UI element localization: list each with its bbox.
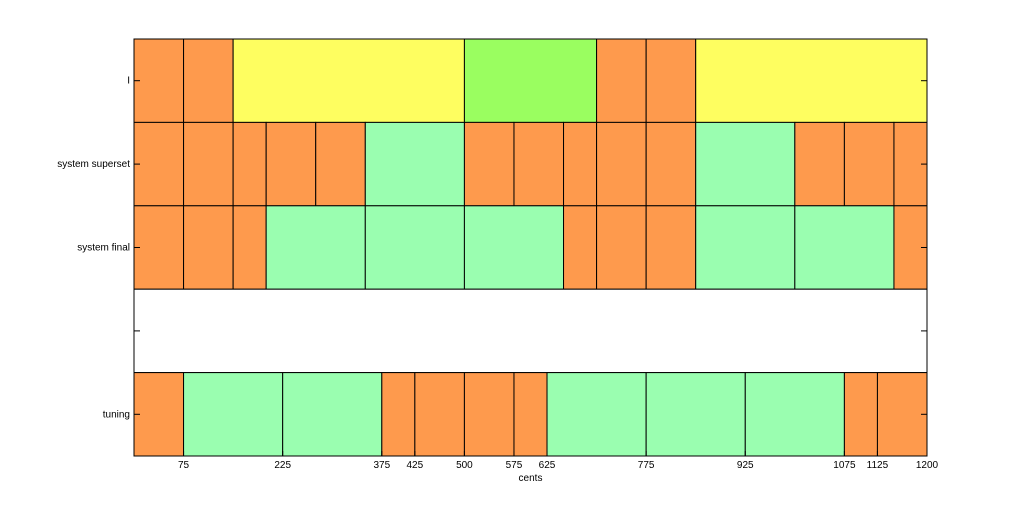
segment [843, 121, 895, 207]
segment [794, 121, 845, 207]
x-tick-label: 375 [373, 460, 390, 471]
segment [364, 205, 465, 290]
segment [463, 205, 565, 290]
x-tick-label: 1125 [867, 460, 889, 471]
segment [596, 205, 647, 290]
segment [414, 372, 465, 457]
segment [133, 288, 928, 374]
segment [133, 205, 185, 290]
x-tick-label: 1075 [833, 460, 856, 471]
segment [513, 372, 548, 457]
segment [596, 121, 647, 207]
segment [645, 121, 697, 207]
segment [645, 205, 697, 290]
segment [695, 121, 796, 207]
x-axis-label: cents [519, 473, 543, 484]
segment [596, 38, 647, 123]
segment [265, 121, 317, 207]
segment [463, 121, 515, 207]
segment [282, 372, 383, 457]
segment [695, 205, 796, 290]
segment [232, 205, 267, 290]
row-label: system superset [57, 159, 130, 170]
segment [133, 372, 185, 457]
row-empty [133, 288, 928, 374]
segment [563, 205, 598, 290]
segment [645, 38, 697, 123]
segment [695, 38, 928, 123]
x-tick-label: 575 [506, 460, 523, 471]
x-tick-label: 425 [407, 460, 424, 471]
segment [183, 121, 234, 207]
x-tick-label: 1200 [916, 460, 939, 471]
rows-layer [133, 38, 928, 457]
segment [133, 38, 185, 123]
segment [265, 205, 366, 290]
segment [232, 38, 465, 123]
row-system-superset [133, 121, 928, 207]
row-i [133, 38, 928, 123]
row-label: I [127, 76, 130, 87]
row-tuning [133, 372, 928, 457]
segment [744, 372, 845, 457]
segment [232, 121, 267, 207]
row-system-final [133, 205, 928, 290]
x-tick-label: 75 [178, 460, 190, 471]
x-tick-label: 775 [638, 460, 655, 471]
segment [133, 121, 185, 207]
segment [513, 121, 565, 207]
segment [315, 121, 366, 207]
segment [364, 121, 465, 207]
segment [183, 205, 234, 290]
segment [183, 38, 234, 123]
x-tick-label: 925 [737, 460, 754, 471]
segment [183, 372, 284, 457]
segment [876, 372, 928, 457]
row-label: system final [77, 243, 130, 254]
x-tick-label: 625 [539, 460, 556, 471]
x-tick-label: 500 [456, 460, 473, 471]
segment [563, 121, 598, 207]
segment [794, 205, 895, 290]
row-label: tuning [103, 409, 130, 420]
x-axis: 75 225 375 425 500 575 625 775 925 1075 1125 1200 [178, 451, 939, 471]
segment [463, 38, 598, 123]
segment [843, 372, 878, 457]
x-tick-label: 225 [274, 460, 291, 471]
segment [546, 372, 647, 457]
segment [463, 372, 515, 457]
segment [645, 372, 746, 457]
segment [381, 372, 416, 457]
